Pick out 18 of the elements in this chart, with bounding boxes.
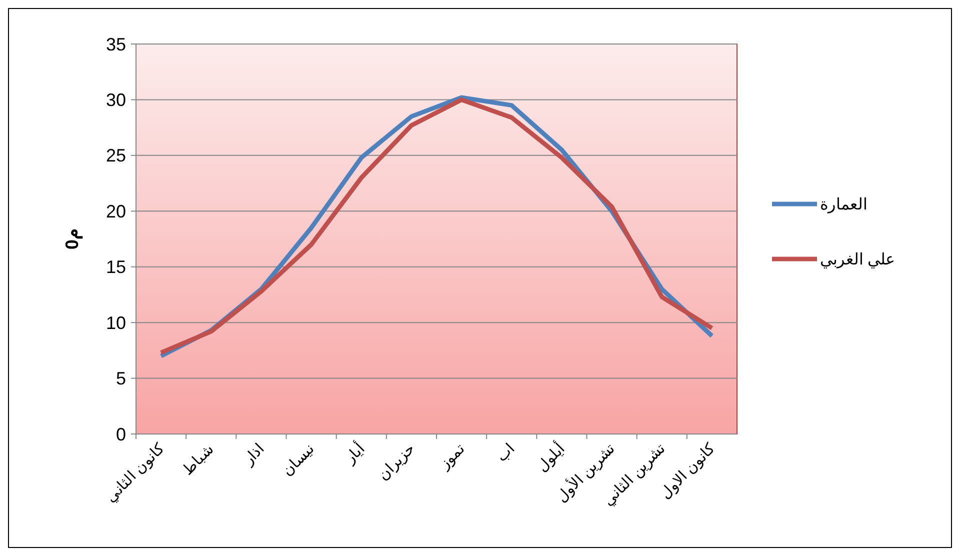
legend-label: العمارة	[820, 196, 867, 214]
y-tick-label: 10	[106, 312, 126, 333]
x-tick-label: شباط	[179, 440, 218, 479]
y-tick-label: 15	[106, 257, 126, 278]
x-tick-label: اذار	[239, 440, 268, 469]
y-tick-label: 35	[106, 34, 126, 54]
y-tick-label: 30	[106, 90, 126, 110]
x-tick-label: اب	[493, 440, 518, 466]
x-tick-label: نيسان	[278, 440, 318, 480]
x-tick-label: حزيران	[374, 440, 418, 484]
x-tick-label: أيار	[340, 439, 368, 468]
legend-label: علي الغربي	[820, 252, 896, 269]
y-tick-label: 5	[116, 368, 126, 389]
y-axis-title: 0م	[62, 228, 83, 250]
x-tick-label: تموز	[436, 440, 468, 474]
y-tick-label: 20	[106, 201, 126, 222]
x-tick-label: أيلول	[532, 439, 568, 476]
y-tick-label: 25	[106, 146, 126, 166]
